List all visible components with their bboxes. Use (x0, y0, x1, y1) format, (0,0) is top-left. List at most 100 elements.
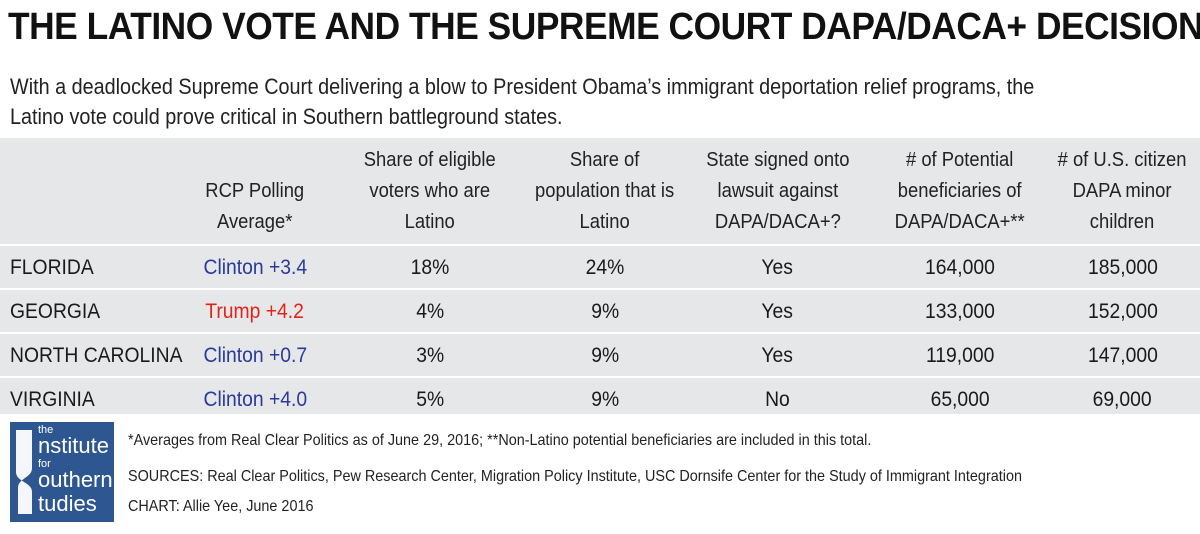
header-line: # of U.S. citizen (1058, 149, 1187, 171)
population-cell-text: 9% (591, 344, 619, 367)
chart-title: THE LATINO VOTE AND THE SUPREME COURT DA… (8, 6, 1200, 48)
column-header-lawsuit: State signed onto lawsuit against DAPA/D… (690, 148, 865, 238)
header-line: # of Potential (906, 149, 1014, 171)
beneficiaries-cell: 133,000 (865, 290, 1055, 334)
table-row: GEORGIA Trump +4.2 4% 9% Yes 133,000 152,000 (0, 290, 1200, 334)
beneficiaries-cell-text: 65,000 (930, 388, 990, 411)
state-cell: VIRGINIA (0, 378, 175, 422)
eligible-voters-cell-text: 4% (416, 300, 444, 323)
eligible-voters-cell: 5% (345, 378, 515, 422)
state-cell-text: VIRGINIA (10, 388, 95, 411)
logo-word: outhern (38, 467, 113, 492)
children-cell-text: 152,000 (1087, 300, 1158, 323)
population-cell: 24% (515, 246, 695, 290)
chart-subtitle: With a deadlocked Supreme Court deliveri… (10, 74, 1035, 129)
lawsuit-cell-text: Yes (761, 256, 794, 279)
logo-word: for (38, 458, 51, 470)
children-cell: 185,000 (1045, 246, 1200, 290)
state-cell-text: GEORGIA (10, 300, 101, 323)
row-divider (0, 244, 1200, 246)
table-row: VIRGINIA Clinton +4.0 5% 9% No 65,000 69,000 (0, 378, 1200, 422)
row-divider (0, 288, 1200, 290)
column-header-polling: RCP Polling Average* (175, 148, 335, 238)
logo-word: nstitute (38, 433, 109, 458)
header-line: Latino (404, 211, 456, 233)
header-line: DAPA/DACA+? (714, 211, 841, 233)
beneficiaries-cell: 164,000 (865, 246, 1055, 290)
row-divider (0, 376, 1200, 378)
population-cell: 9% (515, 334, 695, 378)
header-line: lawsuit against (717, 180, 838, 202)
children-cell-text: 185,000 (1087, 256, 1158, 279)
beneficiaries-cell: 65,000 (865, 378, 1055, 422)
polling-cell: Clinton +3.4 (175, 246, 335, 290)
column-header-children: # of U.S. citizen DAPA minor children (1045, 148, 1200, 238)
header-line: population that is (535, 180, 675, 202)
header-line: DAPA minor (1073, 180, 1172, 202)
lawsuit-cell: Yes (690, 290, 865, 334)
population-cell-text: 9% (591, 388, 619, 411)
lawsuit-cell: No (690, 378, 865, 422)
institute-logo: the nstitute for outhern tudies (10, 422, 114, 522)
table-row: NORTH CAROLINA Clinton +0.7 3% 9% Yes 119,000… (0, 334, 1200, 378)
children-cell-text: 147,000 (1087, 344, 1158, 367)
children-cell: 152,000 (1045, 290, 1200, 334)
header-line: Share of eligible (364, 149, 496, 171)
data-table (0, 138, 1200, 414)
sources-note: SOURCES: Real Clear Politics, Pew Resear… (128, 468, 1022, 485)
state-cell: FLORIDA (0, 246, 175, 290)
children-cell: 147,000 (1045, 334, 1200, 378)
polling-cell-text: Clinton +3.4 (203, 256, 307, 279)
beneficiaries-cell: 119,000 (865, 334, 1055, 378)
footnote: *Averages from Real Clear Politics as of… (128, 432, 872, 449)
credit-note: CHART: Allie Yee, June 2016 (128, 498, 314, 515)
column-header-beneficiaries: # of Potential beneficiaries of DAPA/DAC… (865, 148, 1055, 238)
children-cell: 69,000 (1045, 378, 1200, 422)
state-cell: GEORGIA (0, 290, 175, 334)
polling-cell-text: Trump +4.2 (205, 300, 305, 323)
row-divider (0, 332, 1200, 334)
logo-word: the (38, 424, 54, 436)
polling-cell: Trump +4.2 (175, 290, 335, 334)
header-line: beneficiaries of (898, 180, 1022, 202)
institute-for-southern-studies-logo-icon (10, 422, 114, 522)
lawsuit-cell-text: Yes (761, 300, 794, 323)
lawsuit-cell: Yes (690, 334, 865, 378)
beneficiaries-cell-text: 133,000 (925, 300, 995, 323)
logo-word: tudies (38, 491, 97, 516)
lawsuit-cell-text: No (765, 388, 790, 411)
header-line: DAPA/DACA+** (894, 211, 1026, 233)
state-cell-text: NORTH CAROLINA (10, 344, 183, 367)
state-cell-text: FLORIDA (10, 256, 94, 279)
header-line: State signed onto (705, 149, 850, 171)
header-line: Average* (217, 211, 293, 233)
eligible-voters-cell-text: 18% (410, 256, 450, 279)
eligible-voters-cell-text: 5% (416, 388, 444, 411)
polling-cell-text: Clinton +4.0 (203, 388, 307, 411)
header-line: voters who are (369, 180, 491, 202)
eligible-voters-cell-text: 3% (416, 344, 444, 367)
header-line: RCP Polling (205, 180, 305, 202)
table-row: FLORIDA Clinton +3.4 18% 24% Yes 164,000 185,0… (0, 246, 1200, 290)
beneficiaries-cell-text: 164,000 (925, 256, 995, 279)
population-cell: 9% (515, 378, 695, 422)
header-line: Latino (579, 211, 631, 233)
lawsuit-cell-text: Yes (761, 344, 794, 367)
population-cell-text: 24% (585, 256, 625, 279)
polling-cell: Clinton +0.7 (175, 334, 335, 378)
population-cell-text: 9% (591, 300, 619, 323)
polling-cell-text: Clinton +0.7 (203, 344, 307, 367)
column-header-population: Share of population that is Latino (515, 148, 695, 238)
eligible-voters-cell: 3% (345, 334, 515, 378)
header-line: Share of (570, 149, 640, 171)
beneficiaries-cell-text: 119,000 (925, 344, 995, 367)
lawsuit-cell: Yes (690, 246, 865, 290)
population-cell: 9% (515, 290, 695, 334)
polling-cell: Clinton +4.0 (175, 378, 335, 422)
children-cell-text: 69,000 (1092, 388, 1153, 411)
eligible-voters-cell: 4% (345, 290, 515, 334)
header-line: children (1090, 211, 1155, 233)
eligible-voters-cell: 18% (345, 246, 515, 290)
state-cell: NORTH CAROLINA (0, 334, 182, 378)
column-header-eligible-voters: Share of eligible voters who are Latino (345, 148, 515, 238)
